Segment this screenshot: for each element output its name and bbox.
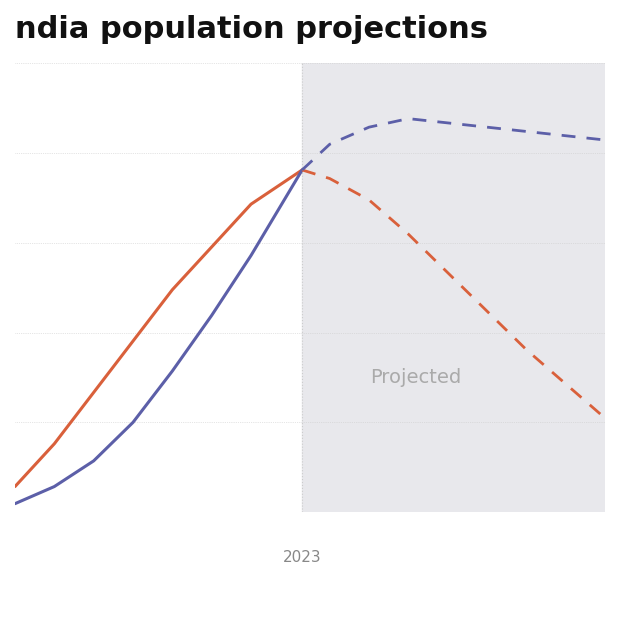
Text: 2023: 2023 [283,551,321,565]
Text: Projected: Projected [371,368,462,387]
Text: ndia population projections: ndia population projections [15,15,488,44]
Bar [302,63,605,512]
